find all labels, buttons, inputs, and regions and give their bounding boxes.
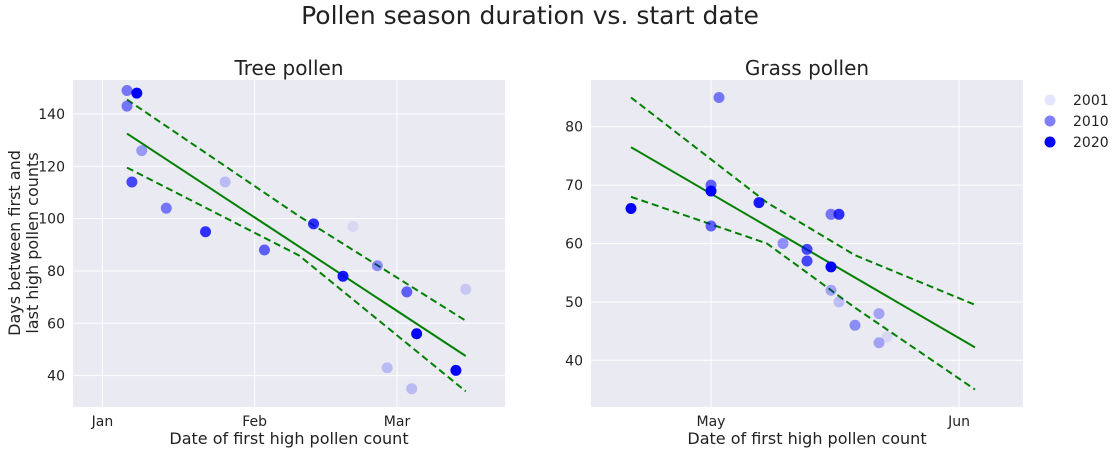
data-point: [308, 218, 320, 230]
legend: 2001 2010 2020: [1044, 93, 1109, 151]
data-point: [713, 92, 725, 104]
y-tick-label: 80: [565, 120, 583, 136]
figure-title: Pollen season duration vs. start date: [301, 1, 759, 30]
y-tick-label: 120: [38, 159, 65, 175]
legend-marker: [1044, 136, 1056, 148]
data-point: [881, 331, 893, 343]
y-tick-label: 60: [565, 237, 583, 253]
grid-tree: [73, 80, 505, 407]
data-point: [777, 238, 789, 249]
data-point: [833, 208, 845, 220]
legend-label: 2020: [1073, 135, 1109, 151]
x-tick-label: Jan: [91, 414, 114, 430]
legend-label: 2010: [1073, 114, 1109, 130]
data-point: [825, 284, 837, 296]
data-point: [126, 176, 138, 188]
data-point: [753, 197, 765, 209]
points-grass: [625, 92, 893, 349]
data-point: [833, 296, 845, 308]
data-point: [825, 261, 837, 273]
data-point: [200, 226, 212, 238]
ci-lower-line: [126, 166, 467, 393]
ci-upper-line: [630, 96, 976, 306]
legend-marker: [1044, 94, 1056, 106]
panel-tree-pollen: 40 60 80 100 120 140 Jan Feb Mar Tree pollen Dat…: [5, 56, 505, 448]
data-point: [825, 208, 837, 220]
data-point: [801, 243, 813, 255]
ci-upper-line: [126, 98, 467, 322]
y-axis-label-line: last high pollen counts: [23, 152, 42, 333]
ticks-grass: 40 50 60 70 80 May Jun: [565, 120, 970, 430]
data-point: [625, 202, 637, 214]
data-point: [705, 220, 717, 232]
data-point: [219, 176, 231, 188]
axes-title-tree: Tree pollen: [233, 56, 343, 80]
data-point: [406, 383, 418, 395]
y-tick-label: 100: [38, 212, 65, 228]
ci-lower-line: [630, 195, 976, 391]
data-point: [411, 328, 423, 340]
legend-marker: [1044, 115, 1056, 127]
x-tick-label: Feb: [242, 414, 267, 430]
x-tick-label: Mar: [384, 414, 411, 430]
y-tick-label: 140: [38, 107, 65, 123]
plot-area-tree: [73, 80, 505, 407]
data-point: [131, 87, 143, 99]
data-point: [337, 270, 349, 282]
ticks-tree: 40 60 80 100 120 140 Jan Feb Mar: [38, 107, 410, 430]
axes-title-grass: Grass pollen: [745, 56, 869, 80]
data-point: [347, 220, 359, 232]
data-point: [160, 202, 172, 214]
legend-label: 2001: [1073, 93, 1109, 109]
data-point: [873, 337, 885, 349]
data-point: [121, 100, 133, 112]
data-point: [371, 260, 383, 272]
points-tree: [121, 84, 472, 395]
y-tick-label: 70: [565, 178, 583, 194]
data-point: [401, 286, 413, 298]
y-tick-label: 60: [47, 316, 65, 332]
y-axis-label-line: Days between first and: [5, 150, 24, 336]
y-tick-label: 40: [47, 369, 65, 385]
data-point: [450, 364, 462, 376]
data-point: [460, 283, 472, 295]
y-tick-label: 40: [565, 353, 583, 369]
x-tick-label: Jun: [947, 414, 970, 430]
panel-grass-pollen: 40 50 60 70 80 May Jun Grass pollen Date of fi…: [565, 56, 1023, 448]
x-axis-label-tree: Date of first high pollen count: [169, 429, 408, 448]
x-tick-label: May: [697, 414, 726, 430]
x-axis-label-grass: Date of first high pollen count: [687, 429, 926, 448]
grid-grass: [591, 80, 1023, 407]
data-point: [801, 255, 813, 267]
ci-tree: [126, 98, 467, 393]
fit-line: [126, 132, 467, 357]
data-point: [381, 362, 393, 374]
data-point: [121, 84, 133, 96]
y-tick-label: 50: [565, 295, 583, 311]
y-tick-label: 80: [47, 264, 65, 280]
data-point: [873, 308, 885, 320]
y-axis-label-tree: Days between first andlast high pollen c…: [5, 150, 42, 336]
data-point: [849, 319, 861, 331]
data-point: [258, 244, 270, 256]
data-point: [136, 145, 148, 157]
data-point: [705, 185, 717, 197]
